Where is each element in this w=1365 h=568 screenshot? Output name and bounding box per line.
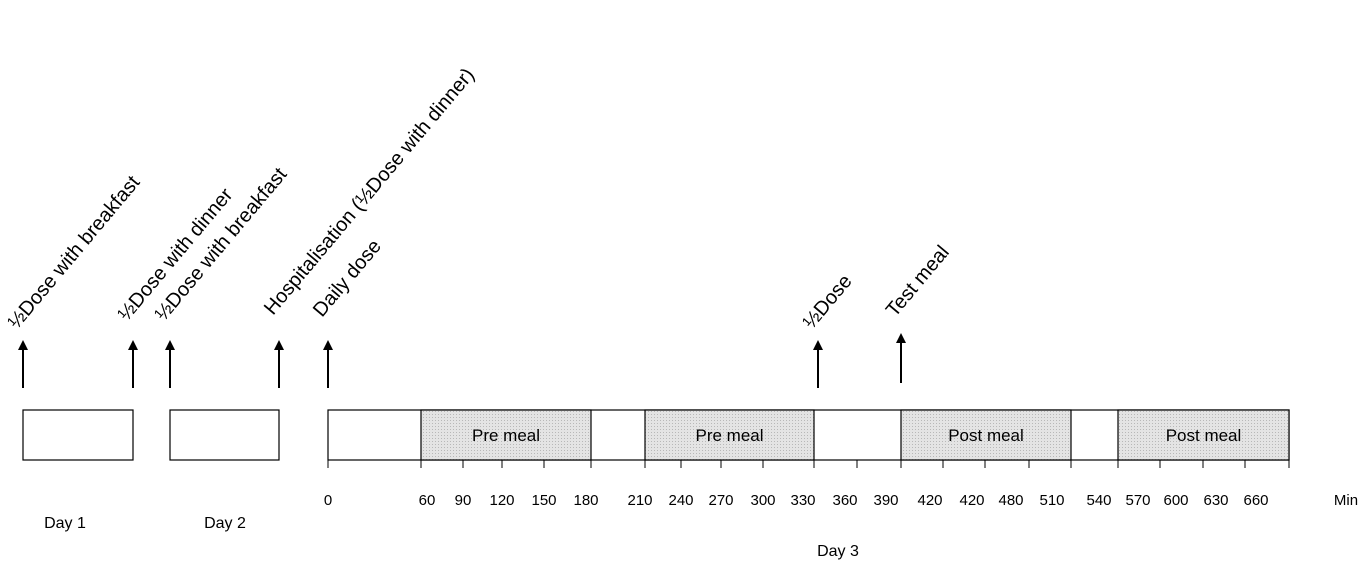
tick-label: 270	[708, 492, 733, 509]
arrow-head	[813, 340, 823, 350]
annotation: ½Dose	[799, 271, 857, 334]
arrow-head	[128, 340, 138, 350]
tick-label: 60	[419, 492, 436, 509]
tick-label: 210	[627, 492, 652, 509]
tick-label: 90	[455, 492, 472, 509]
segment-label: Post meal	[1166, 426, 1242, 445]
tick-label: 420	[917, 492, 942, 509]
meal-segment	[1117, 409, 1290, 461]
tick-label: 0	[324, 492, 332, 509]
day-label: Day 3	[817, 543, 859, 560]
meal-segment	[644, 409, 815, 461]
tick-label: 570	[1125, 492, 1150, 509]
meal-segment	[900, 409, 1072, 461]
segment-label: Post meal	[948, 426, 1024, 445]
day-label: Day 1	[44, 515, 86, 532]
arrow-head	[165, 340, 175, 350]
tick-label: 390	[873, 492, 898, 509]
tick-label: 630	[1203, 492, 1228, 509]
tick-label: 240	[668, 492, 693, 509]
tick-label: 660	[1243, 492, 1268, 509]
day2-box	[169, 409, 280, 461]
annotation: Hospitalisation (½Dose with dinner)	[260, 64, 479, 319]
day1-box	[22, 409, 134, 461]
meal-segment	[420, 409, 592, 461]
tick-label: 600	[1163, 492, 1188, 509]
tick-label: 360	[832, 492, 857, 509]
tick-label: 330	[790, 492, 815, 509]
arrow-head	[323, 340, 333, 350]
tick-label: 150	[531, 492, 556, 509]
arrow-head	[896, 333, 906, 343]
annotation: Test meal	[882, 242, 954, 322]
tick-label: 180	[573, 492, 598, 509]
tick-label: 510	[1039, 492, 1064, 509]
tick-label: 120	[489, 492, 514, 509]
axis-unit: Min	[1334, 492, 1358, 509]
tick-label: 300	[750, 492, 775, 509]
tick-label: 420	[959, 492, 984, 509]
arrow-head	[274, 340, 284, 350]
arrow-head	[18, 340, 28, 350]
segment-label: Pre meal	[695, 426, 763, 445]
day-label: Day 2	[204, 515, 246, 532]
tick-label: 480	[998, 492, 1023, 509]
segment-label: Pre meal	[472, 426, 540, 445]
tick-label: 540	[1086, 492, 1111, 509]
